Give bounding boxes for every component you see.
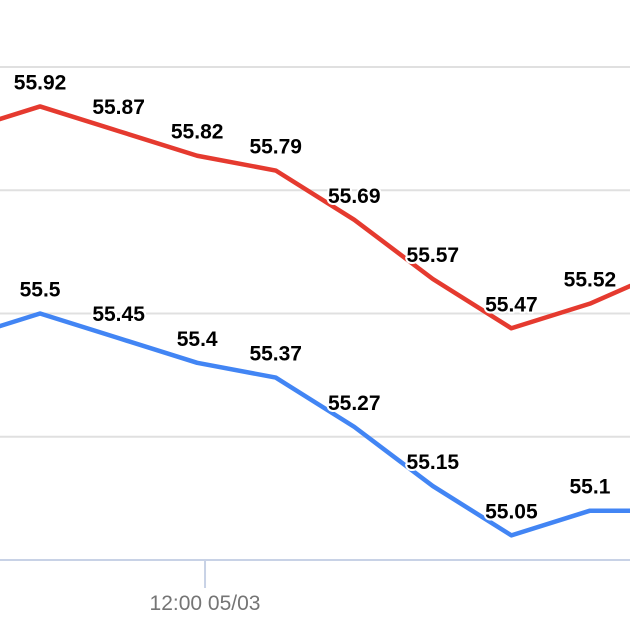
- series-line-0: [0, 104, 630, 331]
- data-label: 55.37: [249, 343, 302, 366]
- data-label: 55.47: [485, 293, 538, 316]
- data-label: 55.57: [407, 244, 460, 267]
- data-label: 55.79: [249, 136, 302, 159]
- data-label: 55.15: [407, 451, 460, 474]
- data-label: 55.45: [92, 303, 145, 326]
- data-label: 55.82: [171, 121, 224, 144]
- data-label: 55.27: [328, 392, 381, 415]
- data-label: 55.87: [92, 96, 145, 119]
- data-label: 55.4: [177, 328, 218, 351]
- data-label: 55.52: [564, 269, 617, 292]
- data-label: 55.1: [570, 476, 611, 499]
- x-tick-label: 12:00 05/03: [150, 592, 261, 615]
- data-label: 55.92: [14, 71, 67, 94]
- data-label: 55.5: [20, 279, 61, 302]
- data-label: 55.05: [485, 500, 538, 523]
- series-line-1: [0, 311, 630, 538]
- data-label: 55.69: [328, 185, 381, 208]
